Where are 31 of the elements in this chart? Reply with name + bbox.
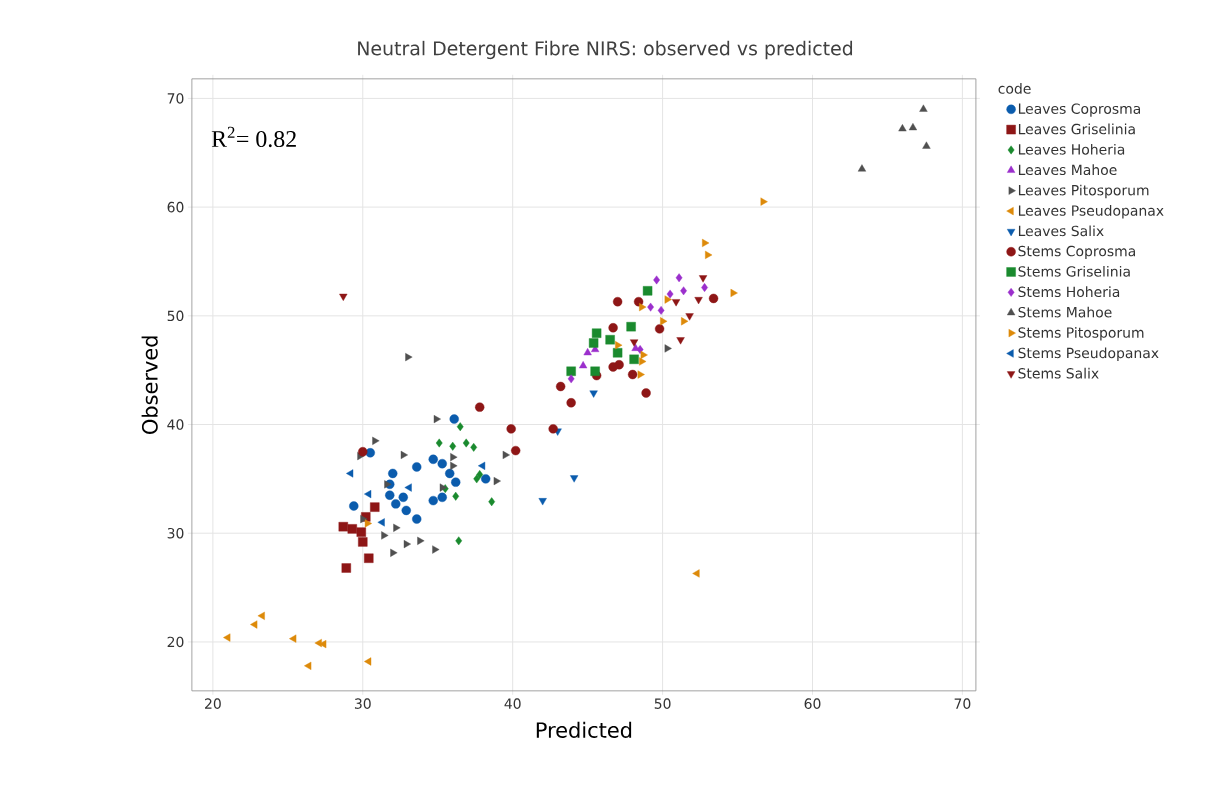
legend-label: Stems Pseudopanax	[1018, 347, 1159, 361]
legend-label: Stems Salix	[1018, 367, 1099, 379]
y-tick-label: 30	[167, 527, 184, 539]
legend-label: Stems Hoheria	[1018, 286, 1120, 298]
legend-title: code	[998, 83, 1031, 94]
legend-label: Stems Pitosporum	[1018, 327, 1144, 341]
y-tick-label: 40	[167, 419, 184, 430]
legend-label: Leaves Pseudopanax	[1018, 205, 1164, 219]
x-tick-label: 30	[354, 698, 371, 709]
x-tick-label: 40	[504, 698, 521, 709]
legend-label: Leaves Mahoe	[1018, 164, 1117, 176]
x-tick-label: 20	[205, 698, 221, 709]
y-tick-label: 60	[167, 201, 184, 213]
x-tick-label: 60	[804, 698, 821, 709]
x-tick-label: 70	[954, 698, 971, 709]
legend-label: Stems Griselinia	[1018, 265, 1130, 277]
legend-label: Stems Mahoe	[1018, 306, 1112, 318]
legend-label: Leaves Pitosporum	[1018, 184, 1149, 199]
x-axis-title: Predicted	[536, 721, 632, 738]
y-tick-label: 70	[167, 93, 184, 104]
chart-title: Neutral Detergent Fibre NIRS: observed vs predicted	[358, 40, 853, 60]
legend-label: Leaves Salix	[1018, 225, 1104, 237]
annotation: R$^{2}$= 0.82	[211, 126, 296, 148]
x-tick-label: 50	[654, 698, 671, 709]
legend-label: Leaves Coprosma	[1018, 103, 1140, 117]
y-tick-label: 20	[167, 636, 184, 648]
legend-label: Leaves Hoheria	[1018, 143, 1125, 155]
legend-label: Stems Coprosma	[1018, 245, 1135, 260]
legend-label: Leaves Griselinia	[1018, 123, 1135, 135]
y-axis-title: Observed	[141, 336, 158, 434]
y-tick-label: 50	[167, 310, 184, 322]
